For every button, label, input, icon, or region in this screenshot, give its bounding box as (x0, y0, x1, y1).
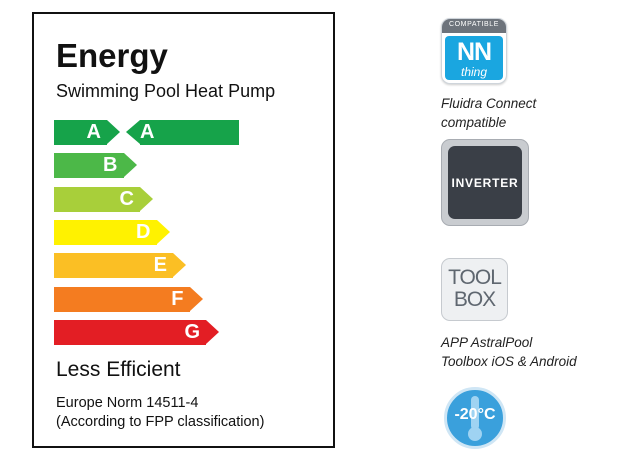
energy-class-letter: G (184, 320, 200, 343)
energy-subtitle: Swimming Pool Heat Pump (56, 81, 276, 101)
energy-class-letter: A (86, 121, 101, 143)
energy-class-bar-b: B (54, 153, 137, 179)
energy-class-bar-tip (123, 153, 137, 178)
temperature-badge: -20°C (444, 387, 506, 449)
norm-text: Europe Norm 14511-4 (According to FPP cl… (56, 394, 264, 432)
rating-indicator: A (126, 120, 239, 145)
energy-class-bar-c: C (54, 186, 153, 212)
energy-class-letter: B (103, 154, 118, 177)
energy-class-letter: E (153, 254, 167, 277)
toolbox-logo-line-2: BOX (453, 288, 496, 311)
energy-class-bar-tip (140, 186, 153, 211)
energy-class-bar-body (54, 319, 206, 345)
norm-line-1: Europe Norm 14511-4 (56, 395, 199, 411)
norm-line-2: (According to FPP classification) (56, 414, 265, 430)
toolbox-caption: APP AstralPool Toolbox iOS & Android (441, 333, 577, 371)
thing-text: thing (460, 65, 488, 79)
fluidra-caption: Fluidra Connect compatible (441, 94, 536, 132)
energy-class-bar-body (54, 153, 124, 179)
energy-class-letter: C (119, 187, 134, 210)
energy-class-bar-body (54, 286, 190, 312)
nn-logo-text: NN (456, 38, 492, 66)
rating-indicator-body (140, 120, 239, 145)
energy-class-bar-tip (156, 219, 170, 244)
temperature-text: -20°C (454, 406, 496, 423)
badge-top-strip (442, 19, 506, 33)
toolbox-logo-line-1: TOOL (448, 266, 502, 289)
inverter-badge: INVERTER (441, 139, 529, 226)
badge-main-field (445, 36, 503, 80)
inverter-text: INVERTER (451, 176, 519, 190)
energy-class-bar-a: A (54, 120, 120, 145)
thermometer-icon (468, 396, 482, 441)
energy-class-bar-tip (206, 319, 219, 344)
rating-indicator-letter: A (140, 121, 155, 143)
fluidra-connect-badge: COMPATIBLE NN thing (441, 18, 507, 84)
badge-top-text: COMPATIBLE (448, 21, 500, 28)
inverter-inner (448, 146, 522, 219)
toolbox-caption-line-1: APP AstralPool (441, 335, 533, 350)
energy-class-bar-f: F (54, 286, 203, 312)
energy-class-bar-d: D (54, 219, 170, 245)
energy-class-bar-tip (107, 120, 120, 144)
rating-indicator-tip (126, 120, 140, 144)
energy-class-bar-tip (189, 286, 203, 311)
energy-class-bar-body (54, 120, 107, 145)
fluidra-caption-line-1: Fluidra Connect (441, 96, 537, 111)
energy-class-bar-body (54, 253, 173, 279)
energy-title: Energy (56, 37, 168, 74)
energy-class-bar-body (54, 186, 140, 212)
energy-class-bar-e: E (54, 253, 186, 279)
energy-class-letter: D (136, 220, 151, 243)
toolbox-caption-line-2: Toolbox iOS & Android (441, 354, 577, 369)
energy-class-bar-g: G (54, 319, 219, 345)
less-efficient-label: Less Efficient (56, 358, 181, 381)
energy-class-letter: F (171, 287, 184, 310)
toolbox-badge: TOOL BOX (441, 258, 508, 321)
energy-class-bar-tip (173, 253, 186, 278)
energy-class-bar-body (54, 219, 157, 245)
fluidra-caption-line-2: compatible (441, 115, 507, 130)
